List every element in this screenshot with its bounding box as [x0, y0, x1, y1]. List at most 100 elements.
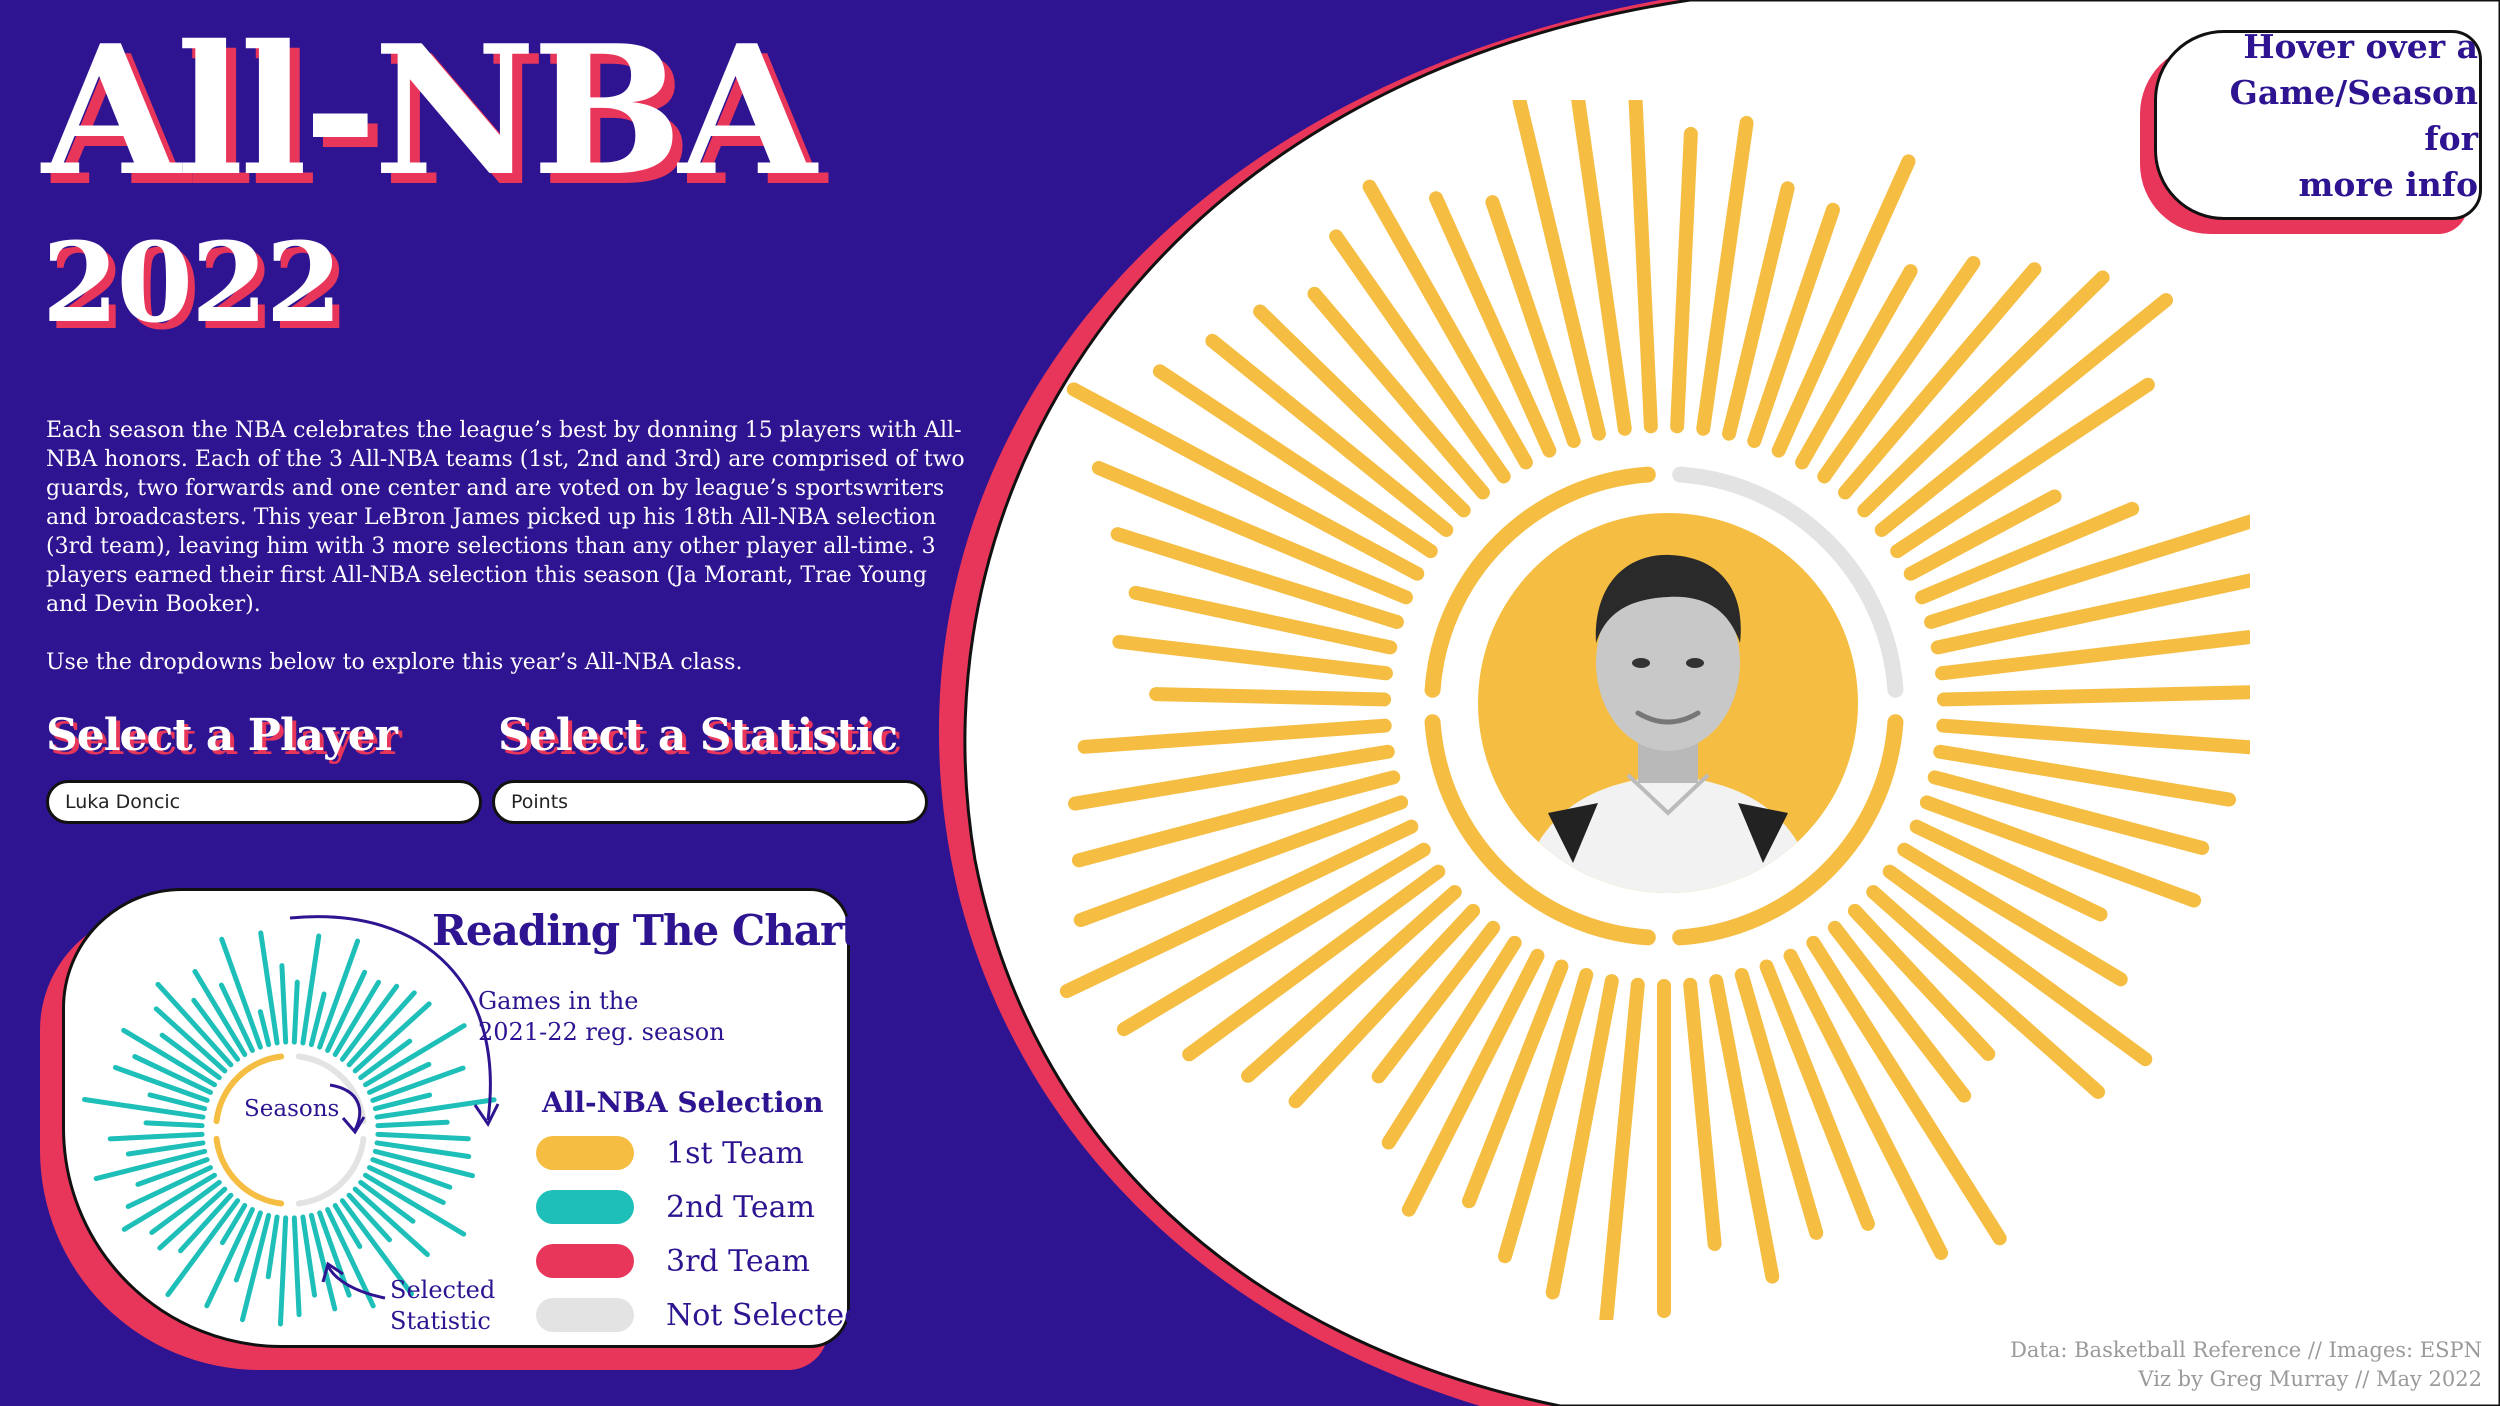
example-game-bar: [358, 1179, 416, 1224]
legend-item-third-team: 3rd Team: [536, 1242, 810, 1280]
game-bar[interactable]: [1806, 935, 2007, 1246]
game-bar[interactable]: [1747, 202, 1840, 448]
example-game-bar: [372, 1148, 476, 1179]
example-game-bar: [367, 1165, 446, 1205]
game-bar[interactable]: [1927, 770, 2210, 855]
game-bar[interactable]: [1759, 959, 1875, 1231]
game-bar[interactable]: [1497, 967, 1594, 1264]
example-game-bar: [125, 1140, 206, 1157]
game-bar[interactable]: [1919, 795, 2202, 908]
game-bar[interactable]: [1683, 977, 1722, 1251]
game-bar[interactable]: [1909, 819, 2108, 922]
example-game-bar: [339, 1198, 415, 1297]
season-ring-arc[interactable]: [1424, 466, 1656, 698]
game-bar[interactable]: [1874, 293, 2173, 537]
player-dropdown[interactable]: Luka Doncic: [46, 780, 482, 824]
hover-hint-line2: Game/Season for: [2229, 73, 2478, 158]
example-game-bar: [165, 1198, 241, 1298]
example-game-bar: [204, 1207, 255, 1309]
season-ring-arc[interactable]: [1672, 466, 1904, 698]
game-bar[interactable]: [1882, 864, 2153, 1067]
season-ring-arc[interactable]: [1424, 714, 1656, 946]
example-game-bar: [191, 997, 241, 1062]
game-bar[interactable]: [1253, 304, 1471, 518]
example-season-arc: [295, 1135, 367, 1207]
game-bar[interactable]: [1930, 572, 2250, 655]
statistic-note-line1: Selected: [390, 1276, 496, 1304]
game-bar[interactable]: [1241, 885, 1462, 1083]
game-bar[interactable]: [1429, 191, 1557, 458]
game-bar[interactable]: [1709, 974, 1780, 1284]
example-game-bar: [147, 1092, 208, 1112]
game-bar[interactable]: [1897, 842, 2128, 987]
game-bar[interactable]: [1307, 286, 1490, 500]
statistic-dropdown[interactable]: Points: [492, 780, 928, 824]
game-bar[interactable]: [1182, 864, 1446, 1062]
example-game-bar: [374, 1140, 472, 1160]
game-bar[interactable]: [1091, 461, 1413, 605]
game-bar[interactable]: [1077, 718, 1392, 754]
game-bar[interactable]: [1771, 154, 1916, 458]
game-bar[interactable]: [1783, 948, 1949, 1260]
game-bar[interactable]: [1795, 264, 1918, 470]
game-bar[interactable]: [1847, 903, 1996, 1061]
game-bar[interactable]: [1112, 634, 1393, 681]
game-bar[interactable]: [1670, 126, 1698, 434]
example-game-bar: [362, 1023, 467, 1088]
credits: Data: Basketball Reference // Images: ES…: [2010, 1336, 2482, 1394]
game-bar[interactable]: [1110, 527, 1404, 629]
game-bar[interactable]: [1485, 195, 1581, 448]
statistic-note-line2: Statistic: [390, 1307, 491, 1335]
game-bar[interactable]: [1149, 687, 1392, 707]
game-bar[interactable]: [1936, 718, 2250, 755]
game-bar[interactable]: [1935, 630, 2250, 681]
game-bar[interactable]: [1371, 920, 1501, 1084]
game-bar[interactable]: [1571, 100, 1632, 436]
game-bar[interactable]: [1890, 377, 2155, 559]
game-bar[interactable]: [1936, 685, 2250, 707]
hover-hint-line3: more info: [2298, 165, 2478, 204]
game-bar[interactable]: [1128, 585, 1398, 655]
game-bar[interactable]: [1401, 948, 1545, 1217]
game-bar[interactable]: [1152, 364, 1438, 559]
game-bar[interactable]: [1696, 115, 1754, 436]
game-bar[interactable]: [1512, 100, 1606, 441]
game-bar[interactable]: [1066, 382, 1425, 581]
game-bar[interactable]: [1362, 179, 1533, 470]
game-bar[interactable]: [1817, 255, 1981, 484]
game-bar[interactable]: [1073, 795, 1409, 928]
game-bar[interactable]: [1461, 959, 1569, 1209]
game-bar[interactable]: [1599, 977, 1645, 1320]
game-bar[interactable]: [1068, 744, 1395, 811]
game-bar[interactable]: [1545, 974, 1619, 1300]
game-bar[interactable]: [1866, 885, 2106, 1099]
example-season-arc: [213, 1053, 285, 1125]
game-bar[interactable]: [1059, 819, 1419, 999]
game-bar[interactable]: [1734, 967, 1824, 1240]
game-bar[interactable]: [1071, 770, 1401, 868]
game-bar[interactable]: [1827, 920, 1972, 1103]
credits-author: Viz by Greg Murray // May 2022: [2138, 1367, 2482, 1391]
player-radial-chart[interactable]: [1000, 100, 2250, 1320]
season-ring-arc[interactable]: [1672, 714, 1904, 946]
game-bar[interactable]: [1381, 935, 1522, 1150]
game-bar[interactable]: [1915, 501, 2140, 605]
example-game-bar: [132, 1054, 213, 1095]
game-bar[interactable]: [1116, 842, 1431, 1037]
statistic-dropdown-value: Points: [511, 791, 569, 813]
statistic-selector-label: Select a Statistic: [498, 710, 898, 761]
player-dropdown-value: Luka Doncic: [65, 791, 181, 813]
game-bar[interactable]: [1857, 270, 2110, 518]
game-bar[interactable]: [1838, 262, 2042, 500]
game-bar[interactable]: [1288, 903, 1481, 1109]
game-bar[interactable]: [1205, 333, 1454, 537]
game-bar[interactable]: [1903, 489, 2062, 581]
game-bar[interactable]: [1924, 514, 2250, 629]
game-bar[interactable]: [1933, 744, 2237, 807]
game-bar[interactable]: [1329, 229, 1511, 484]
example-game-bar: [178, 1192, 234, 1254]
game-bar[interactable]: [1628, 100, 1658, 434]
example-game-bar: [125, 1165, 213, 1210]
player-portrait-icon: [1518, 554, 1818, 893]
game-bar[interactable]: [1722, 181, 1795, 441]
